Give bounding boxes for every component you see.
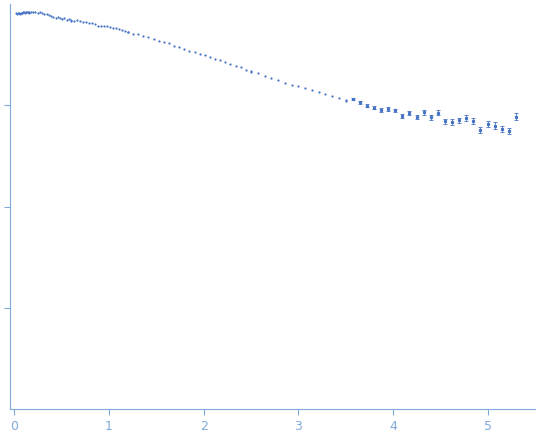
Point [94,22,102,29]
Point [139,33,148,40]
Point [109,25,118,32]
Point [47,13,56,20]
Point [42,10,51,17]
Point [280,79,289,86]
Point [112,24,120,31]
Point [18,10,27,17]
Point [88,20,96,27]
Point [341,97,350,104]
Point [91,21,99,28]
Point [149,36,158,43]
Point [134,31,142,38]
Point [274,77,282,84]
Point [70,17,79,24]
Point [247,69,255,76]
Point [308,87,316,94]
Point [201,52,209,59]
Point [38,10,46,17]
Point [267,75,275,82]
Point [73,17,81,24]
Point [20,9,29,16]
Point [314,89,323,96]
Point [287,81,296,88]
Point [24,9,33,16]
Point [100,22,108,29]
Point [65,16,73,23]
Point [294,83,302,90]
Point [206,54,215,61]
Point [341,97,350,104]
Point [241,66,250,73]
Point [129,30,137,37]
Point [123,28,132,35]
Point [16,10,25,17]
Point [85,20,93,27]
Point [14,10,23,17]
Point [12,10,20,17]
Point [13,10,22,17]
Point [226,61,235,68]
Point [106,24,114,31]
Point [260,72,269,79]
Point [26,8,35,15]
Point [253,69,262,76]
Point [144,34,153,41]
Point [49,13,58,20]
Point [56,14,64,21]
Point [22,9,30,16]
Point [58,15,67,22]
Point [67,17,75,24]
Point [67,17,75,24]
Point [185,47,194,54]
Point [63,17,71,24]
Point [216,57,225,64]
Point [211,55,219,62]
Point [45,12,53,19]
Point [247,67,255,74]
Point [17,9,26,16]
Point [121,28,129,35]
Point [36,9,44,16]
Point [155,38,163,45]
Point [97,23,106,30]
Point [24,9,33,16]
Point [190,49,199,56]
Point [103,22,112,29]
Point [321,90,330,97]
Point [165,39,174,46]
Point [175,44,184,51]
Point [301,84,309,91]
Point [328,93,336,100]
Point [19,9,27,16]
Point [40,10,49,17]
Point [29,8,37,15]
Point [23,8,31,15]
Point [24,9,32,16]
Point [76,17,85,24]
Point [60,15,69,22]
Point [79,18,87,25]
Point [53,14,62,21]
Point [123,28,132,35]
Point [15,10,23,17]
Point [118,27,126,34]
Point [31,8,40,15]
Point [170,42,178,49]
Point [180,46,189,53]
Point [33,10,42,17]
Point [51,14,60,21]
Point [196,51,204,58]
Point [335,95,343,102]
Point [16,10,24,17]
Point [160,39,168,46]
Point [115,26,123,33]
Point [221,59,230,66]
Point [231,62,240,69]
Point [82,19,91,26]
Point [237,64,245,71]
Point [21,9,30,16]
